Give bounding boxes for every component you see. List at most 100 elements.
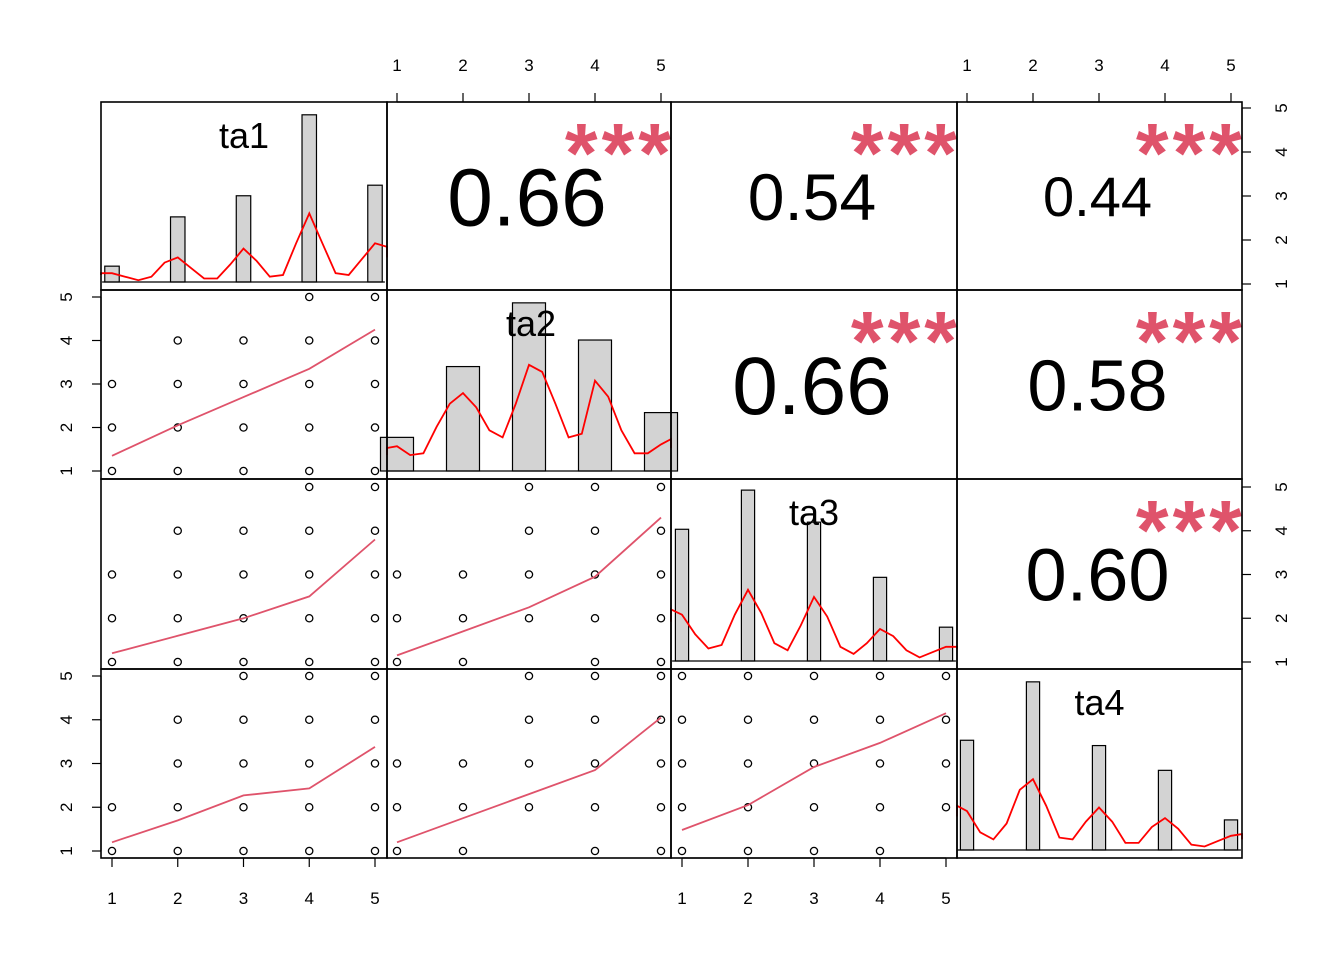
- scatter-point: [656, 570, 666, 579]
- scatter-point: [173, 759, 182, 768]
- scatter-point: [173, 570, 182, 579]
- scatter-point: [590, 803, 600, 812]
- scatter-point: [524, 526, 534, 536]
- tick-label: 5: [1272, 103, 1291, 112]
- histogram-bar: [1157, 769, 1173, 851]
- tick-label: 5: [1226, 56, 1235, 75]
- scatter-point: [458, 759, 468, 768]
- scatter-point: [941, 671, 951, 681]
- scatter-point: [875, 803, 885, 812]
- scatter-point: [370, 671, 380, 681]
- scatter-point: [677, 715, 687, 725]
- smooth-line: [681, 712, 947, 831]
- density-line: [100, 211, 388, 282]
- scatter-point: [304, 759, 314, 768]
- scatter-point: [809, 715, 819, 725]
- correlation-value: 0.66: [447, 153, 607, 244]
- scatter-point: [107, 379, 117, 389]
- scatter-point: [370, 657, 380, 667]
- scatter-point: [107, 570, 117, 579]
- scatter-point: [107, 803, 117, 812]
- scatter-point: [304, 614, 314, 623]
- scatter-point: [590, 715, 600, 725]
- tick-label: 2: [743, 889, 752, 908]
- histogram-bar: [959, 739, 975, 851]
- scatter-point: [239, 570, 248, 579]
- histogram-bar: [740, 489, 756, 662]
- scatter-point: [370, 614, 380, 623]
- histogram-bar: [367, 184, 383, 283]
- scatter-point: [370, 846, 380, 856]
- scatter-point: [173, 846, 182, 856]
- scatter-point: [370, 482, 380, 492]
- significance-stars: ***: [851, 294, 961, 388]
- scatter-point: [590, 759, 600, 768]
- scatter-point: [173, 657, 182, 667]
- histogram-bar: [445, 365, 481, 472]
- scatter-point: [370, 715, 380, 725]
- scatter-point: [941, 759, 951, 768]
- tick-label: 5: [656, 56, 665, 75]
- scatter-point: [524, 803, 534, 812]
- scatter-point: [524, 570, 534, 579]
- histogram-bar: [674, 528, 690, 662]
- tick-label: 3: [1272, 191, 1291, 200]
- scatter-point: [304, 423, 314, 432]
- tick-label: 5: [1272, 482, 1291, 491]
- tick-label: 1: [392, 56, 401, 75]
- scatter-point: [107, 846, 117, 856]
- scatter-point: [875, 846, 885, 856]
- scatter-point: [458, 803, 468, 812]
- scatter-point: [458, 614, 468, 623]
- scatter-point: [304, 715, 314, 725]
- tick-label: 3: [1094, 56, 1103, 75]
- scatter-point: [941, 715, 951, 725]
- scatter-point: [107, 614, 117, 623]
- scatter-point: [370, 336, 380, 345]
- scatter-point: [809, 803, 819, 812]
- scatter-point: [875, 759, 885, 768]
- scatter-point: [173, 379, 182, 389]
- tick-label: 4: [57, 715, 76, 724]
- histogram-bar: [1091, 744, 1107, 851]
- scatter-point: [875, 671, 885, 681]
- histogram-bar: [577, 339, 613, 472]
- scatter-point: [392, 614, 402, 623]
- tick-label: 2: [458, 56, 467, 75]
- histogram-bar: [806, 521, 822, 662]
- scatter-point: [370, 379, 380, 389]
- scatter-point: [107, 423, 117, 432]
- scatter-point: [656, 482, 666, 492]
- tick-label: 4: [590, 56, 599, 75]
- scatter-point: [524, 482, 534, 492]
- scatter-point: [304, 846, 314, 856]
- smooth-line: [396, 516, 662, 657]
- variable-label: ta1: [219, 115, 269, 156]
- scatter-point: [239, 759, 248, 768]
- scatter-point: [173, 336, 182, 345]
- tick-label: 1: [962, 56, 971, 75]
- tick-label: 5: [941, 889, 950, 908]
- scatter-point: [590, 657, 600, 667]
- scatter-point: [239, 466, 248, 476]
- tick-label: 2: [1272, 614, 1291, 623]
- panel-frame: [100, 289, 388, 480]
- scatter-point: [743, 715, 753, 725]
- histogram-bar: [643, 411, 679, 472]
- scatter-point: [677, 846, 687, 856]
- scatter-point: [590, 526, 600, 536]
- density-line: [956, 777, 1243, 848]
- smooth-line: [111, 746, 376, 844]
- scatter-point: [304, 526, 314, 536]
- tick-label: 2: [57, 423, 76, 432]
- scatter-point: [458, 570, 468, 579]
- scatter-point: [370, 526, 380, 536]
- panel-frame: [386, 478, 672, 670]
- tick-label: 5: [57, 292, 76, 301]
- scatter-point: [173, 526, 182, 536]
- scatter-point: [370, 423, 380, 432]
- smooth-line: [396, 716, 662, 844]
- scatter-point: [524, 759, 534, 768]
- scatter-point: [304, 671, 314, 681]
- scatter-point: [590, 846, 600, 856]
